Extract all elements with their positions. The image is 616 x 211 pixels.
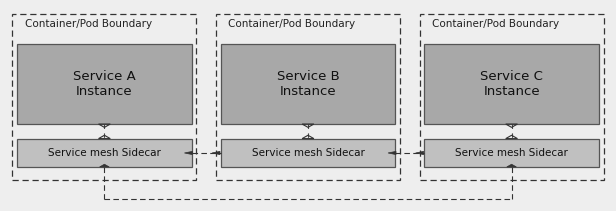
Text: Service mesh Sidecar: Service mesh Sidecar <box>48 148 161 158</box>
Polygon shape <box>388 151 396 155</box>
Text: Service mesh Sidecar: Service mesh Sidecar <box>455 148 568 158</box>
Text: Container/Pod Boundary: Container/Pod Boundary <box>432 19 559 29</box>
Polygon shape <box>212 151 220 155</box>
Polygon shape <box>416 151 424 155</box>
Text: Container/Pod Boundary: Container/Pod Boundary <box>25 19 152 29</box>
Bar <box>221 44 395 124</box>
Polygon shape <box>507 164 516 167</box>
Text: Service B
Instance: Service B Instance <box>277 70 339 98</box>
Polygon shape <box>184 151 192 155</box>
Polygon shape <box>100 164 109 167</box>
Bar <box>424 44 599 124</box>
Bar <box>216 14 400 180</box>
Text: Service mesh Sidecar: Service mesh Sidecar <box>251 148 365 158</box>
Bar <box>424 139 599 167</box>
Text: Container/Pod Boundary: Container/Pod Boundary <box>229 19 355 29</box>
Bar <box>17 139 192 167</box>
Bar <box>221 139 395 167</box>
Bar <box>419 14 604 180</box>
Text: Service C
Instance: Service C Instance <box>480 70 543 98</box>
Text: Service A
Instance: Service A Instance <box>73 70 136 98</box>
Bar <box>17 44 192 124</box>
Bar <box>12 14 197 180</box>
